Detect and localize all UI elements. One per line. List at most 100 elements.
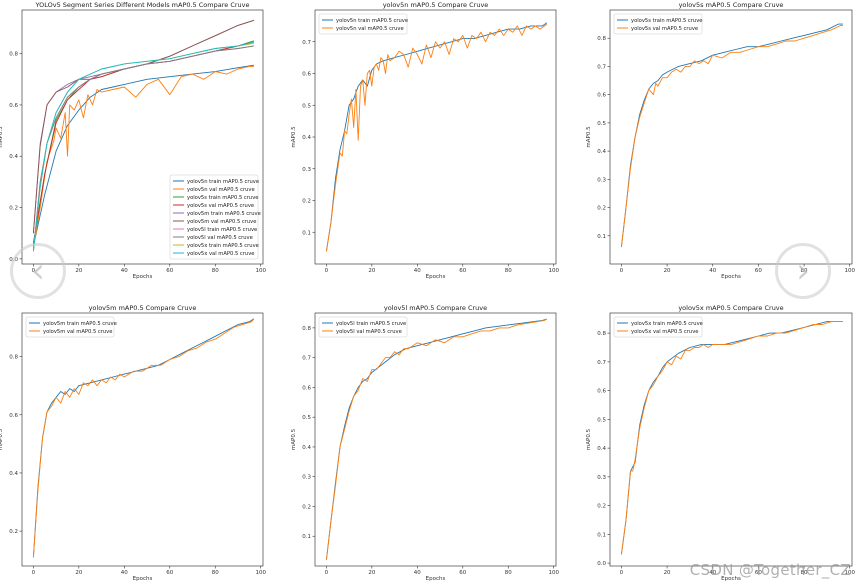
series-line xyxy=(325,318,548,561)
chart-title: yolov5l mAP0.5 Compare Cruve xyxy=(384,304,487,312)
y-tick-label: 0.6 xyxy=(302,385,311,391)
x-tick-label: 40 xyxy=(414,570,421,576)
x-tick-label: 60 xyxy=(459,570,466,576)
series-line xyxy=(32,318,255,558)
legend-label: yolov5x train mAP0.5 cruve xyxy=(187,243,259,249)
legend-label: yolov5l val mAP0.5 cruve xyxy=(187,235,253,241)
legend-box xyxy=(25,316,115,338)
y-axis-label: mAP0.5 xyxy=(291,126,297,148)
series-lines xyxy=(620,23,843,248)
legend-label: yolov5n val mAP0.5 cruve xyxy=(336,26,404,32)
y-axis-label: mAP0.5 xyxy=(586,126,592,148)
x-axis-label: Epochs xyxy=(721,576,741,582)
series-line xyxy=(32,45,254,252)
y-tick-label: 0.5 xyxy=(302,415,311,421)
x-tick-label: 100 xyxy=(548,268,559,274)
y-tick-label: 0.2 xyxy=(9,529,18,535)
series-line xyxy=(32,64,254,247)
legend-label: yolov5l train mAP0.5 cruve xyxy=(187,227,257,233)
x-tick-label: 80 xyxy=(212,570,219,576)
x-tick-label: 20 xyxy=(75,570,82,576)
x-tick-label: 0 xyxy=(325,570,329,576)
series-line xyxy=(325,23,548,252)
x-tick-label: 80 xyxy=(505,268,512,274)
y-axis-label: mAP0.5 xyxy=(291,428,297,450)
chevron-left-icon: ‹ xyxy=(31,251,45,291)
legend-label: yolov5x val mAP0.5 cruve xyxy=(631,329,698,335)
y-tick-label: 0.6 xyxy=(597,389,606,395)
y-tick-label: 0.7 xyxy=(302,40,311,46)
plot-frame xyxy=(314,9,557,265)
plot-frame xyxy=(609,9,853,265)
legend-label: yolov5s train mAP0.5 cruve xyxy=(187,195,258,201)
chart-title: YOLOv5 Segment Series Different Models m… xyxy=(34,1,249,9)
legend: yolov5n train mAP0.5 cruve yolov5n val mA… xyxy=(318,13,408,35)
y-tick-label: 0.3 xyxy=(597,177,606,183)
y-tick-label: 0.6 xyxy=(9,413,18,419)
y-tick-label: 0.4 xyxy=(302,445,311,451)
x-tick-label: 40 xyxy=(414,268,421,274)
y-tick-label: 0.4 xyxy=(302,135,311,141)
previous-image-button[interactable]: ‹ xyxy=(10,243,66,299)
legend-box xyxy=(613,316,703,338)
legend-box xyxy=(318,316,408,338)
x-axis-label: Epochs xyxy=(133,274,153,280)
legend-label: yolov5n train mAP0.5 cruve xyxy=(336,18,408,24)
legend-label: yolov5x train mAP0.5 cruve xyxy=(631,321,703,327)
x-axis-label: Epochs xyxy=(721,274,741,280)
legend-label: yolov5m train mAP0.5 cruve xyxy=(43,321,117,327)
chart-title: yolov5s mAP0.5 Compare Cruve xyxy=(679,1,784,9)
series-line xyxy=(32,41,255,252)
chart-6: yolov5x mAP0.5 Compare Cruve 0 20 40 60 80 100… xyxy=(586,304,855,582)
x-axis-label: Epochs xyxy=(426,576,446,582)
y-tick-label: 0.3 xyxy=(302,167,311,173)
y-tick-label: 0.0 xyxy=(597,561,606,567)
legend-label: yolov5m val mAP0.5 cruve xyxy=(43,329,112,335)
x-tick-label: 60 xyxy=(755,570,762,576)
x-tick-label: 100 xyxy=(548,570,559,576)
y-tick-label: 0.8 xyxy=(9,355,18,361)
y-tick-label: 0.5 xyxy=(597,121,606,127)
y-tick-label: 0.1 xyxy=(302,534,311,540)
y-axis-label: mAP0.5 xyxy=(586,428,592,450)
chart-1: YOLOv5 Segment Series Different Models m… xyxy=(0,1,266,280)
chart-2: yolov5n mAP0.5 Compare Cruve 0 20 40 60 80 100… xyxy=(291,1,559,280)
series-line xyxy=(325,22,548,252)
series-lines xyxy=(325,22,548,252)
y-tick-label: 0.8 xyxy=(9,52,18,58)
legend-box xyxy=(613,13,703,35)
x-tick-label: 20 xyxy=(368,570,375,576)
series-line xyxy=(620,321,843,555)
x-tick-label: 20 xyxy=(664,268,671,274)
chart-title: yolov5n mAP0.5 Compare Cruve xyxy=(383,1,489,9)
x-tick-label: 60 xyxy=(755,268,762,274)
next-image-button[interactable]: › xyxy=(775,243,831,299)
chevron-right-icon: › xyxy=(796,251,810,291)
x-tick-label: 60 xyxy=(459,268,466,274)
x-tick-label: 60 xyxy=(166,268,173,274)
x-tick-label: 80 xyxy=(801,570,808,576)
legend-label: yolov5n val mAP0.5 cruve xyxy=(187,187,255,193)
legend-label: yolov5s val mAP0.5 cruve xyxy=(631,26,698,32)
x-tick-label: 100 xyxy=(844,570,855,576)
y-tick-label: 0.4 xyxy=(9,471,18,477)
plot-frame xyxy=(21,312,264,567)
y-tick-label: 0.4 xyxy=(597,446,606,452)
plot-frame xyxy=(21,9,264,265)
y-tick-label: 0.8 xyxy=(597,331,606,337)
y-tick-label: 0.2 xyxy=(9,206,18,212)
series-line xyxy=(620,25,843,248)
x-tick-label: 80 xyxy=(505,570,512,576)
plot-frame xyxy=(314,312,557,567)
y-tick-label: 0.4 xyxy=(597,149,606,155)
legend-label: yolov5s val mAP0.5 cruve xyxy=(187,203,254,209)
legend: yolov5m train mAP0.5 cruve yolov5m val mA… xyxy=(25,316,117,338)
series-lines xyxy=(32,318,255,558)
y-tick-label: 0.1 xyxy=(597,234,606,240)
x-tick-label: 40 xyxy=(709,570,716,576)
y-tick-label: 0.6 xyxy=(597,93,606,99)
legend-label: yolov5x val mAP0.5 cruve xyxy=(187,251,254,257)
chart-title: yolov5m mAP0.5 Compare Cruve xyxy=(89,304,197,312)
legend-label: yolov5m train mAP0.5 cruve xyxy=(187,211,261,217)
legend: yolov5l train mAP0.5 cruve yolov5l val mA… xyxy=(318,316,408,338)
